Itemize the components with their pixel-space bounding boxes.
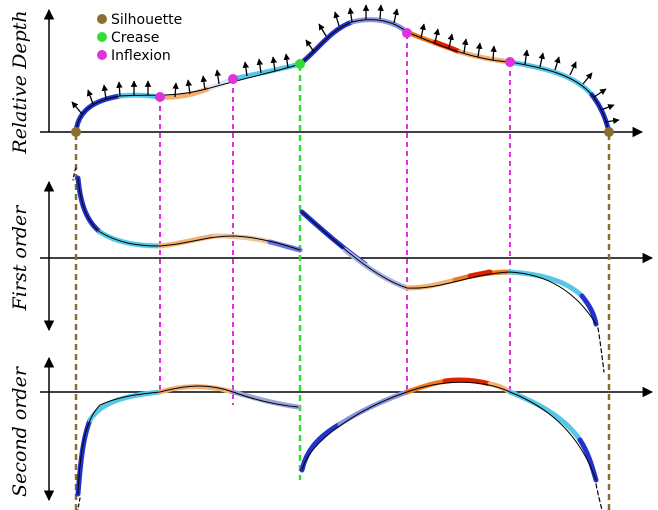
inflexion-point-4 (505, 57, 515, 67)
first-order-label: First order (9, 204, 31, 312)
silhouette-point-right (604, 127, 614, 137)
surface-normals (71, 4, 620, 125)
legend-crease-marker (97, 32, 107, 42)
inflexion-point-3 (402, 28, 412, 38)
silhouette-guides (74, 134, 611, 510)
crease-point (295, 59, 305, 69)
legend-inflexion-label: Inflexion (111, 48, 171, 64)
inflexion-point-2 (228, 74, 238, 84)
first-order-curve (72, 167, 605, 373)
legend-crease-label: Crease (111, 30, 159, 46)
second-order-label: Second order (9, 365, 31, 497)
legend: Silhouette Crease Inflexion (97, 12, 182, 64)
silhouette-point-left (71, 127, 81, 137)
legend-silhouette-marker (97, 14, 107, 24)
legend-silhouette-label: Silhouette (111, 12, 182, 28)
second-order-curve (75, 377, 603, 510)
legend-inflexion-marker (97, 50, 107, 60)
inflexion-point-1 (155, 92, 165, 102)
relative-depth-label: Relative Depth (9, 10, 31, 154)
